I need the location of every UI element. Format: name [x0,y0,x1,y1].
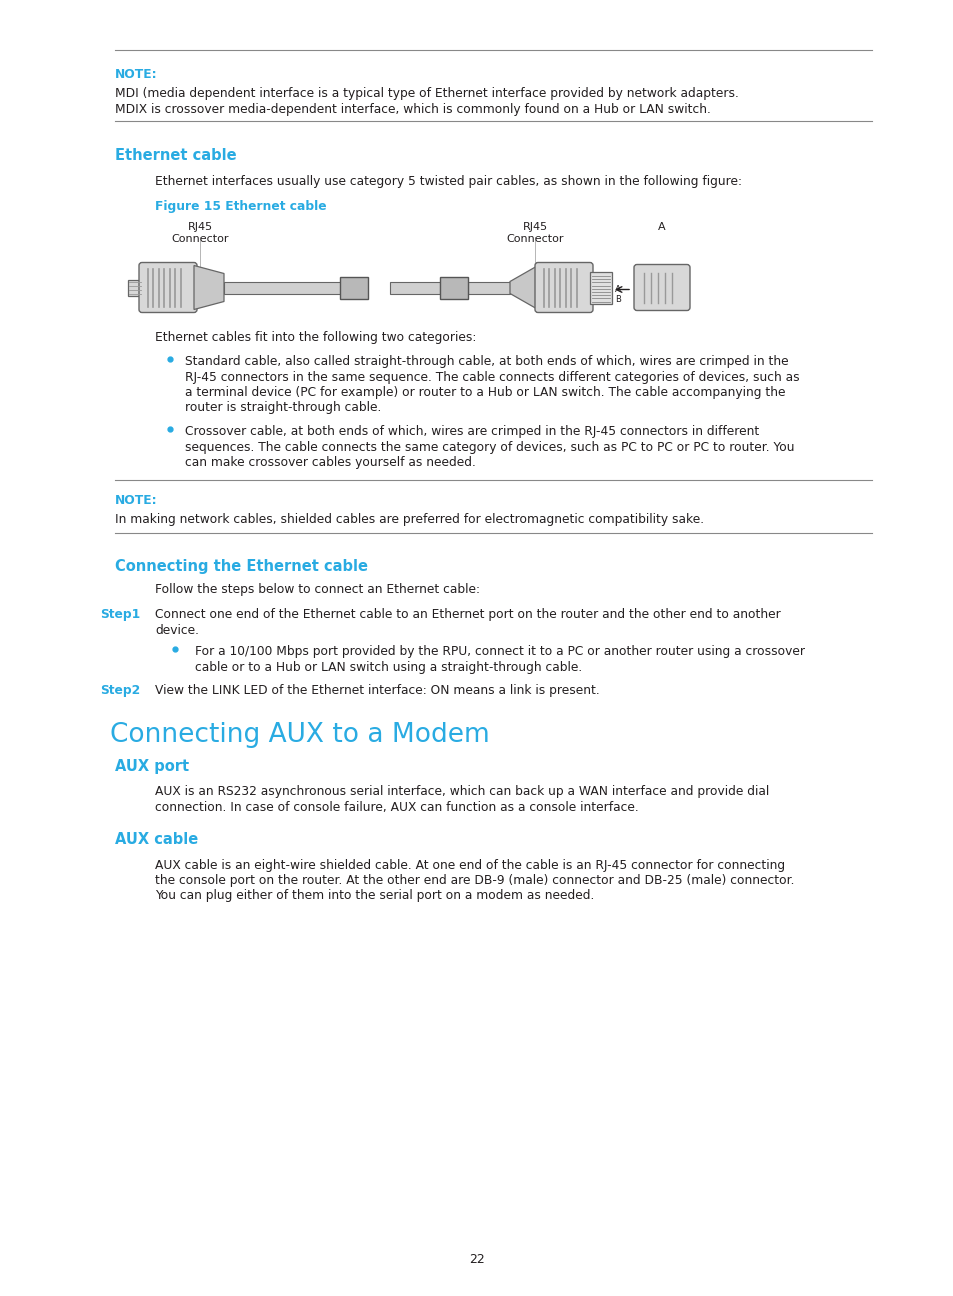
Text: AUX cable: AUX cable [115,832,198,848]
Text: Figure 15 Ethernet cable: Figure 15 Ethernet cable [154,200,326,213]
Text: device.: device. [154,623,199,636]
Text: A: A [658,222,665,232]
Text: NOTE:: NOTE: [115,67,157,80]
Text: Ethernet interfaces usually use category 5 twisted pair cables, as shown in the : Ethernet interfaces usually use category… [154,175,741,188]
Bar [468,281,510,293]
Text: connection. In case of console failure, AUX can function as a console interface.: connection. In case of console failure, … [154,801,639,814]
Bar [339,276,368,298]
Text: can make crossover cables yourself as needed.: can make crossover cables yourself as ne… [185,456,476,469]
Text: You can plug either of them into the serial port on a modem as needed.: You can plug either of them into the ser… [154,889,594,902]
Text: MDI (media dependent interface is a typical type of Ethernet interface provided : MDI (media dependent interface is a typi… [115,88,739,101]
Text: router is straight-through cable.: router is straight-through cable. [185,402,381,415]
Text: B: B [615,295,620,305]
Text: 22: 22 [469,1253,484,1266]
Text: a terminal device (PC for example) or router to a Hub or LAN switch. The cable a: a terminal device (PC for example) or ro… [185,386,784,399]
Text: Step2: Step2 [100,684,140,697]
Text: RJ-45 connectors in the same sequence. The cable connects different categories o: RJ-45 connectors in the same sequence. T… [185,371,799,384]
Text: AUX is an RS232 asynchronous serial interface, which can back up a WAN interface: AUX is an RS232 asynchronous serial inte… [154,785,768,798]
Text: Connector: Connector [172,233,229,244]
Text: Crossover cable, at both ends of which, wires are crimped in the RJ-45 connector: Crossover cable, at both ends of which, … [185,425,759,438]
Polygon shape [193,266,224,310]
Text: AUX port: AUX port [115,759,189,775]
Text: A: A [615,285,620,294]
FancyBboxPatch shape [634,264,689,311]
Text: Connecting the Ethernet cable: Connecting the Ethernet cable [115,559,368,574]
Bar [589,271,612,303]
Text: For a 10/100 Mbps port provided by the RPU, connect it to a PC or another router: For a 10/100 Mbps port provided by the R… [194,645,804,658]
Text: RJ45: RJ45 [522,222,547,232]
Bar [390,281,439,293]
Text: cable or to a Hub or LAN switch using a straight-through cable.: cable or to a Hub or LAN switch using a … [194,661,581,674]
Text: AUX cable is an eight-wire shielded cable. At one end of the cable is an RJ-45 c: AUX cable is an eight-wire shielded cabl… [154,858,784,871]
Text: In making network cables, shielded cables are preferred for electromagnetic comp: In making network cables, shielded cable… [115,513,703,526]
Text: Ethernet cable: Ethernet cable [115,149,236,163]
Text: View the LINK LED of the Ethernet interface: ON means a link is present.: View the LINK LED of the Ethernet interf… [154,684,599,697]
FancyBboxPatch shape [535,263,593,312]
Text: Step1: Step1 [100,608,140,621]
Text: RJ45: RJ45 [187,222,213,232]
Polygon shape [510,266,537,310]
Text: sequences. The cable connects the same category of devices, such as PC to PC or : sequences. The cable connects the same c… [185,441,794,454]
Bar [128,280,142,295]
FancyBboxPatch shape [139,263,196,312]
Bar [439,276,468,298]
Text: Standard cable, also called straight-through cable, at both ends of which, wires: Standard cable, also called straight-thr… [185,355,788,368]
Text: Ethernet cables fit into the following two categories:: Ethernet cables fit into the following t… [154,332,476,345]
Text: MDIX is crossover media-dependent interface, which is commonly found on a Hub or: MDIX is crossover media-dependent interf… [115,102,710,117]
Text: Connector: Connector [506,233,563,244]
Text: Follow the steps below to connect an Ethernet cable:: Follow the steps below to connect an Eth… [154,582,479,595]
Text: the console port on the router. At the other end are DB-9 (male) connector and D: the console port on the router. At the o… [154,874,794,886]
Text: Connecting AUX to a Modem: Connecting AUX to a Modem [110,722,489,748]
Text: Connect one end of the Ethernet cable to an Ethernet port on the router and the : Connect one end of the Ethernet cable to… [154,608,780,621]
Text: NOTE:: NOTE: [115,494,157,507]
Bar [224,281,348,293]
